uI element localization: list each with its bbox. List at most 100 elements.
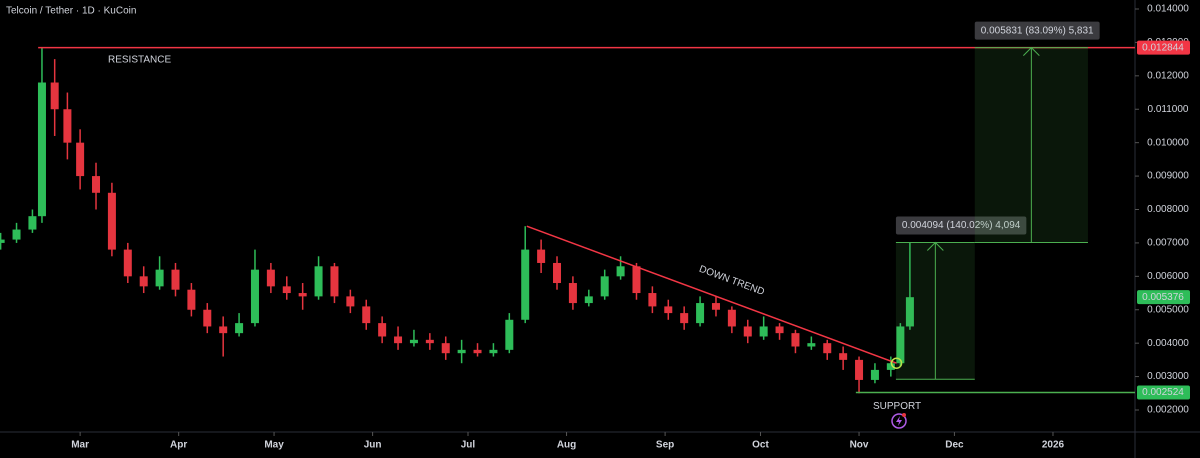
- candle-body: [489, 349, 498, 354]
- x-tick-label: Dec: [945, 440, 964, 451]
- candle-body: [139, 276, 148, 287]
- candle-body: [616, 266, 625, 277]
- y-tick-label: 0.010000: [1147, 137, 1189, 148]
- candle-body: [314, 266, 323, 297]
- candle-body: [28, 216, 37, 230]
- candle-body: [425, 339, 434, 344]
- candle-body: [553, 262, 562, 284]
- y-tick-label: 0.012000: [1147, 70, 1189, 81]
- candle-body: [298, 293, 307, 297]
- candle-body: [905, 297, 914, 327]
- measure-arrowhead: [926, 241, 944, 251]
- candle-body: [63, 109, 72, 143]
- x-tick-label: Jun: [364, 440, 382, 451]
- measure-label-box: [895, 216, 1027, 235]
- support-label: SUPPORT: [873, 401, 921, 412]
- measure-label-box: [974, 21, 1100, 40]
- candle-body: [537, 249, 546, 263]
- candle-body: [107, 192, 116, 250]
- price-tag-label: 0.012844: [1142, 42, 1184, 53]
- candle-body: [219, 326, 228, 334]
- x-tick-label: Apr: [170, 440, 187, 451]
- x-tick-label: Mar: [71, 440, 89, 451]
- candle-body: [870, 369, 879, 380]
- price-tag: [1137, 40, 1190, 55]
- candle-body: [123, 249, 132, 277]
- x-tick-label: Jul: [461, 440, 476, 451]
- y-tick-label: 0.007000: [1147, 238, 1189, 249]
- chart-title: Telcoin / Tether · 1D · KuCoin: [6, 6, 136, 17]
- y-tick-label: 0.008000: [1147, 204, 1189, 215]
- candle-body: [664, 306, 673, 314]
- candles: [0, 47, 914, 394]
- breakout-marker: [890, 357, 903, 369]
- x-tick-label: 2026: [1042, 440, 1065, 451]
- candle-body: [235, 323, 244, 334]
- candle-body: [330, 266, 339, 297]
- candle-body: [250, 269, 259, 324]
- candle-body: [362, 306, 371, 324]
- candle-body: [743, 326, 752, 337]
- candle-body: [394, 336, 403, 344]
- candle-body: [584, 296, 593, 304]
- candle-body: [378, 323, 387, 337]
- candle-body: [568, 283, 577, 304]
- measure: 0.004094 (140.02%) 4,094: [895, 216, 1027, 380]
- candle-body: [791, 333, 800, 347]
- price-tag-label: 0.002524: [1142, 387, 1184, 398]
- candle-body: [76, 142, 85, 177]
- candle-body: [346, 296, 355, 307]
- candle-body: [12, 229, 21, 240]
- candle-body: [457, 349, 466, 354]
- candle-body: [505, 319, 514, 350]
- candle-body: [521, 249, 530, 320]
- candle-body: [632, 266, 641, 294]
- x-tick-label: May: [264, 440, 284, 451]
- candle-body: [409, 339, 418, 344]
- price-tag: [1137, 385, 1190, 400]
- price-tag-label: 0.005376: [1142, 292, 1184, 303]
- candle-body: [187, 289, 196, 310]
- candle-body: [855, 359, 864, 380]
- resistance-label: RESISTANCE: [108, 54, 171, 65]
- candle-body: [823, 343, 832, 354]
- candle-body: [711, 303, 720, 310]
- candle-body: [775, 326, 784, 334]
- candle-body: [807, 343, 816, 347]
- candle-body: [155, 269, 164, 287]
- y-tick-label: 0.004000: [1147, 338, 1189, 349]
- measure-arrowhead: [1023, 46, 1040, 56]
- y-tick-label: 0.002000: [1147, 405, 1189, 416]
- x-tick-label: Oct: [752, 440, 769, 451]
- candle-body: [727, 309, 736, 327]
- x-tick-label: Aug: [557, 440, 576, 451]
- candle-body: [203, 309, 212, 327]
- candle-body: [839, 353, 848, 360]
- price-tag: [1137, 290, 1190, 305]
- candle-body: [648, 293, 657, 307]
- candle-body: [759, 326, 768, 337]
- candle-body: [0, 239, 5, 243]
- measure-label: 0.005831 (83.09%) 5,831: [981, 25, 1094, 36]
- y-tick-label: 0.003000: [1147, 371, 1189, 382]
- candle-body: [282, 286, 291, 294]
- measure-label: 0.004094 (140.02%) 4,094: [902, 220, 1021, 231]
- x-tick-label: Nov: [850, 440, 869, 451]
- y-tick-label: 0.006000: [1147, 271, 1189, 282]
- y-tick-label: 0.014000: [1147, 4, 1189, 15]
- candle-body: [266, 269, 275, 287]
- candle-body: [473, 349, 482, 354]
- candle-body: [37, 82, 46, 217]
- candle-body: [696, 303, 705, 324]
- candle-body: [171, 269, 180, 290]
- y-tick-label: 0.009000: [1147, 171, 1189, 182]
- y-tick-label: 0.005000: [1147, 304, 1189, 315]
- candle-body: [92, 176, 101, 193]
- candle-body: [600, 276, 609, 297]
- candle-body: [680, 313, 689, 324]
- candle-body: [896, 326, 905, 364]
- candle-body: [886, 363, 895, 370]
- lightning-icon: [891, 413, 907, 429]
- y-tick-label: 0.011000: [1148, 104, 1189, 115]
